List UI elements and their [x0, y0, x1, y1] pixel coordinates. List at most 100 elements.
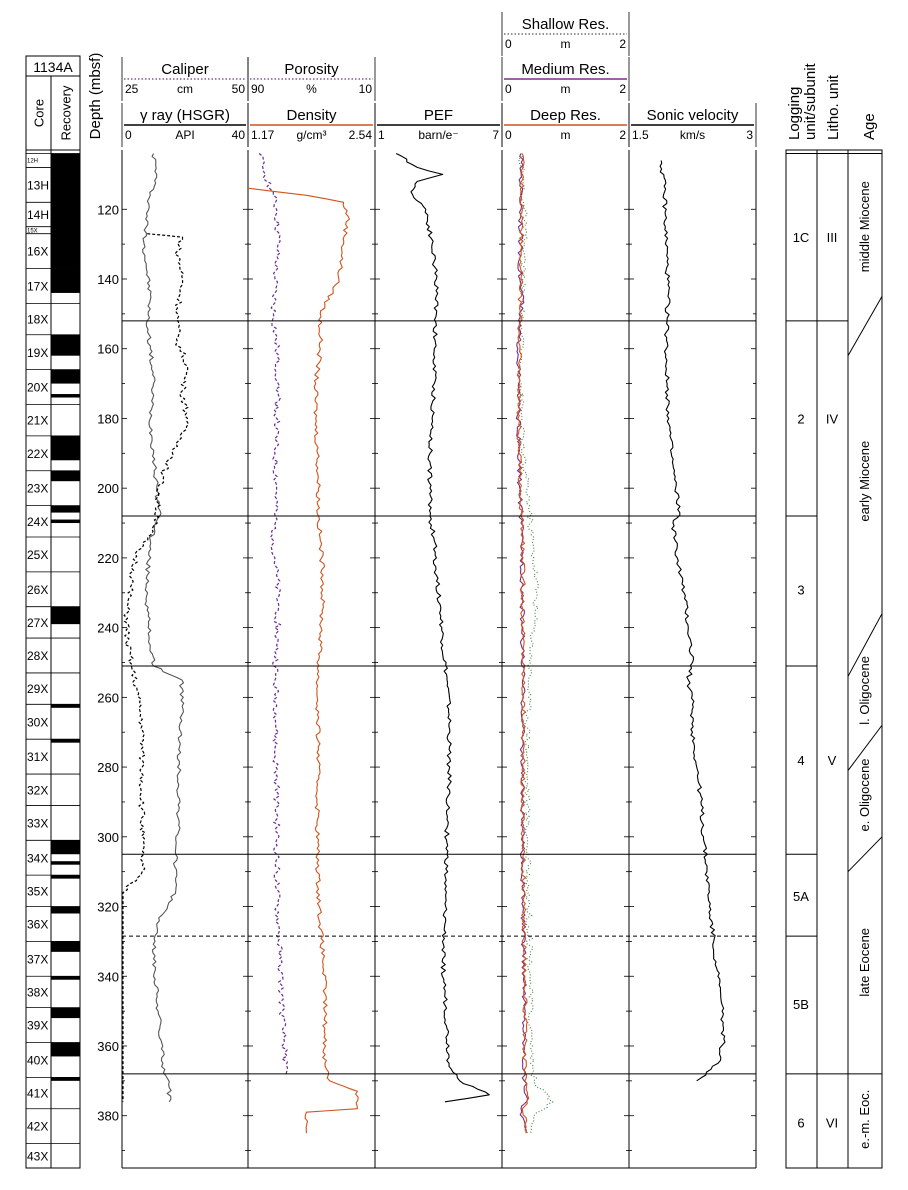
recovery-bar — [51, 268, 80, 293]
age-label: e. Oligocene — [857, 758, 872, 831]
depth-tick-label: 380 — [97, 1109, 119, 1124]
logging-unit-label: 4 — [797, 753, 804, 768]
recovery-bar — [51, 861, 80, 865]
litho-unit-header: Litho. unit — [825, 74, 842, 140]
depth-tick-label: 340 — [97, 969, 119, 984]
track-title: Medium Res. — [521, 61, 609, 78]
recovery-bar — [51, 505, 80, 513]
recovery-bar — [51, 226, 80, 234]
core-label: 17X — [27, 280, 48, 294]
recovery-bar — [51, 606, 80, 625]
track-gamma-caliper: Caliper 25 cm 50γ ray (HSGR) 0 API 40 — [121, 57, 249, 1168]
scale-min: 0 — [505, 128, 512, 142]
scale-unit: m — [561, 37, 571, 51]
depth-axis: Depth (mbsf) 120 140 160 180 200 220 240 260 280… — [87, 53, 119, 1124]
age-label: l. Oligocene — [857, 656, 872, 725]
core-label: 39X — [27, 1019, 48, 1033]
age-boundary — [847, 296, 883, 356]
logging-unit-label: 5B — [793, 997, 809, 1012]
core-label: 15X — [27, 228, 38, 234]
age-boundary — [847, 613, 883, 677]
logging-unit-label: 3 — [797, 582, 804, 597]
core-label: 37X — [27, 952, 48, 966]
core-label: 42X — [27, 1120, 48, 1134]
core-label: 31X — [27, 750, 48, 764]
hole-title: 1134A — [33, 59, 73, 75]
core-label: 28X — [27, 649, 48, 663]
track-title: Density — [286, 107, 337, 124]
litho-unit-label: III — [827, 230, 838, 245]
scale-max: 10 — [359, 82, 373, 96]
track-title: Shallow Res. — [522, 16, 610, 33]
log-tracks: Caliper 25 cm 50γ ray (HSGR) 0 API 40 Porosity 9… — [121, 12, 757, 1169]
depth-tick-label: 280 — [97, 760, 119, 775]
recovery-bar — [51, 233, 80, 269]
depth-tick-label: 140 — [97, 272, 119, 287]
recovery-bar — [51, 840, 80, 855]
series-ray-hsgr — [142, 153, 185, 1103]
scale-max: 2 — [619, 82, 626, 96]
scale-min: 25 — [125, 82, 139, 96]
scale-max: 50 — [232, 82, 246, 96]
core-header: Core — [32, 99, 47, 127]
scale-unit: API — [175, 128, 194, 142]
track-title: γ ray (HSGR) — [140, 107, 230, 124]
depth-axis-label: Depth (mbsf) — [87, 53, 104, 140]
track-title: Sonic velocity — [647, 107, 739, 124]
litho-unit-label: VI — [826, 1116, 838, 1131]
series-caliper — [122, 233, 189, 1102]
series-sonic-velocity — [659, 160, 726, 1082]
scale-max: 7 — [492, 128, 499, 142]
scale-max: 40 — [232, 128, 246, 142]
recovery-bar — [51, 470, 80, 482]
series-pef — [395, 153, 490, 1103]
scale-min: 0 — [505, 82, 512, 96]
core-label: 30X — [27, 715, 48, 729]
logging-unit-label: 2 — [797, 411, 804, 426]
scale-min: 90 — [251, 82, 265, 96]
track-title: PEF — [424, 107, 453, 124]
series-density — [248, 187, 359, 1134]
recovery-bar — [51, 704, 80, 708]
depth-tick-label: 120 — [97, 202, 119, 217]
core-label: 22X — [27, 447, 48, 461]
depth-tick-label: 220 — [97, 551, 119, 566]
age-label: middle Miocene — [857, 181, 872, 272]
logging-unit-label: 5A — [793, 889, 809, 904]
core-label: 14H — [27, 208, 49, 222]
scale-max: 3 — [746, 128, 753, 142]
depth-tick-label: 260 — [97, 690, 119, 705]
core-frame — [25, 149, 81, 1169]
scale-min: 1.17 — [251, 128, 275, 142]
core-label: 13H — [27, 178, 49, 192]
core-label: 16X — [27, 245, 48, 259]
track-title: Deep Res. — [530, 107, 601, 124]
recovery-header: Recovery — [59, 85, 74, 140]
core-label: 36X — [27, 918, 48, 932]
recovery-bar — [51, 739, 80, 743]
age-header: Age — [861, 113, 878, 140]
recovery-bar — [51, 941, 80, 952]
scale-unit: km/s — [680, 128, 705, 142]
age-label: early Miocene — [857, 441, 872, 522]
depth-tick-label: 200 — [97, 481, 119, 496]
recovery-bar — [51, 1077, 80, 1081]
core-label: 43X — [27, 1149, 48, 1163]
litho-unit-label: V — [828, 753, 837, 768]
scale-min: 0 — [505, 37, 512, 51]
age-boundary — [847, 836, 883, 873]
scale-unit: barn/e⁻ — [418, 128, 458, 142]
core-label: 35X — [27, 884, 48, 898]
recovery-bar — [51, 1007, 80, 1019]
track-sonic: Sonic velocity 1.5 km/s 3 — [628, 103, 757, 1168]
recovery-bar — [51, 906, 80, 914]
depth-tick-label: 240 — [97, 621, 119, 636]
scale-unit: m — [561, 128, 571, 142]
logging-unit-header: unit/subunit — [802, 62, 819, 140]
age-label: late Eocene — [857, 928, 872, 997]
scale-unit: m — [561, 82, 571, 96]
series-shallow-res — [517, 153, 554, 1134]
depth-tick-label: 180 — [97, 411, 119, 426]
recovery-bar — [51, 334, 80, 356]
